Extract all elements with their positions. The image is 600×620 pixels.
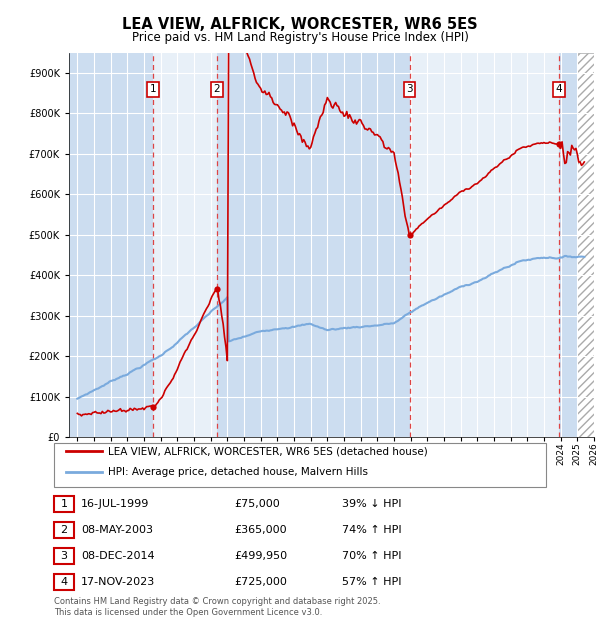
Text: HPI: Average price, detached house, Malvern Hills: HPI: Average price, detached house, Malv… bbox=[108, 467, 368, 477]
Text: £499,950: £499,950 bbox=[234, 551, 287, 561]
Text: LEA VIEW, ALFRICK, WORCESTER, WR6 5ES: LEA VIEW, ALFRICK, WORCESTER, WR6 5ES bbox=[122, 17, 478, 32]
Text: LEA VIEW, ALFRICK, WORCESTER, WR6 5ES (detached house): LEA VIEW, ALFRICK, WORCESTER, WR6 5ES (d… bbox=[108, 446, 428, 456]
Text: 2: 2 bbox=[214, 84, 220, 94]
Text: £365,000: £365,000 bbox=[234, 525, 287, 535]
Text: 08-DEC-2014: 08-DEC-2014 bbox=[81, 551, 155, 561]
Text: 74% ↑ HPI: 74% ↑ HPI bbox=[342, 525, 401, 535]
Text: 4: 4 bbox=[61, 577, 67, 587]
Text: Contains HM Land Registry data © Crown copyright and database right 2025.
This d: Contains HM Land Registry data © Crown c… bbox=[54, 598, 380, 617]
Bar bbox=[69, 53, 153, 437]
Text: 2: 2 bbox=[61, 525, 67, 535]
Text: 1: 1 bbox=[149, 84, 157, 94]
Text: Price paid vs. HM Land Registry's House Price Index (HPI): Price paid vs. HM Land Registry's House … bbox=[131, 31, 469, 44]
Text: 3: 3 bbox=[61, 551, 67, 561]
Text: 3: 3 bbox=[406, 84, 413, 94]
Text: £75,000: £75,000 bbox=[234, 499, 280, 509]
Text: 08-MAY-2003: 08-MAY-2003 bbox=[81, 525, 153, 535]
Bar bbox=[217, 53, 410, 437]
Text: 17-NOV-2023: 17-NOV-2023 bbox=[81, 577, 155, 587]
Text: 39% ↓ HPI: 39% ↓ HPI bbox=[342, 499, 401, 509]
Text: £725,000: £725,000 bbox=[234, 577, 287, 587]
Text: 1: 1 bbox=[61, 499, 67, 509]
Text: 16-JUL-1999: 16-JUL-1999 bbox=[81, 499, 149, 509]
Text: 70% ↑ HPI: 70% ↑ HPI bbox=[342, 551, 401, 561]
Text: 4: 4 bbox=[556, 84, 562, 94]
Text: 57% ↑ HPI: 57% ↑ HPI bbox=[342, 577, 401, 587]
Bar bbox=[559, 53, 577, 437]
Bar bbox=[577, 53, 594, 437]
